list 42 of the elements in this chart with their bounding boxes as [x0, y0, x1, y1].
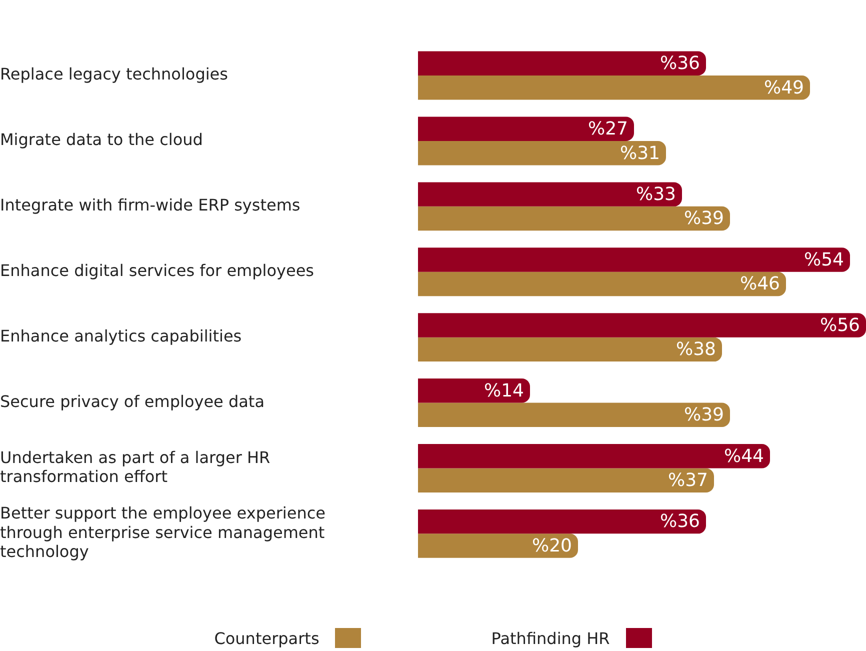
data-label: %49	[764, 77, 804, 98]
y-tick-label: Enhance analytics capabilities	[0, 326, 242, 346]
data-label: %27	[588, 118, 628, 140]
bar	[418, 76, 810, 100]
y-tick-label: Enhance digital services for employees	[0, 261, 314, 280]
bar	[418, 272, 786, 296]
bar	[418, 468, 714, 492]
bar	[418, 51, 706, 76]
legend-label: Pathfinding HR	[491, 628, 610, 648]
bar	[418, 402, 730, 427]
data-label: %39	[684, 404, 724, 426]
data-label: %20	[532, 535, 572, 556]
bar	[418, 182, 682, 206]
y-tick-label: Replace legacy technologies	[0, 64, 228, 84]
y-tick-label: Integrate with firm-wide ERP systems	[0, 196, 300, 215]
y-tick-label: Secure privacy of employee data	[0, 392, 265, 411]
y-tick-label: Undertaken as part of a larger HR transformation effort	[0, 448, 270, 486]
bar	[418, 248, 850, 272]
legend-label: Counterparts	[214, 628, 320, 648]
bar	[418, 337, 722, 362]
bar	[418, 116, 634, 141]
y-tick-label: Better support the employee experience through enterprise service management technology	[0, 504, 326, 562]
data-label: %31	[620, 142, 660, 164]
data-label: %33	[636, 184, 676, 205]
data-label: %44	[724, 446, 764, 467]
bar	[418, 140, 666, 166]
bar	[418, 534, 578, 558]
y-tick-label: Migrate data to the cloud	[0, 130, 203, 150]
data-label: %36	[660, 53, 700, 74]
bar	[418, 509, 706, 534]
data-label: %56	[820, 314, 860, 336]
data-label: %46	[740, 274, 780, 295]
bar	[418, 378, 530, 403]
data-label: %39	[684, 208, 724, 230]
data-label: %37	[668, 470, 708, 492]
bar	[418, 206, 730, 231]
data-label: %54	[804, 249, 844, 270]
data-label: %14	[484, 380, 524, 402]
data-label: %38	[676, 339, 716, 360]
bar	[418, 444, 770, 468]
data-label: %36	[660, 511, 700, 532]
bar	[418, 313, 866, 338]
